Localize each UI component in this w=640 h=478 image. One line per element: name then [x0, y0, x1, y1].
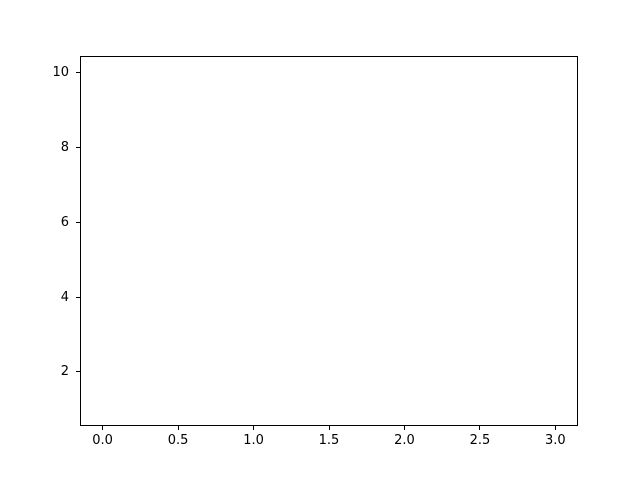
x-tick-mark [177, 426, 179, 430]
x-tick-label: 0.0 [92, 433, 113, 448]
x-tick-mark [554, 426, 556, 430]
y-tick-mark [76, 296, 80, 298]
x-tick-mark [253, 426, 255, 430]
y-tick-label: 6 [60, 214, 69, 230]
y-tick-mark [76, 371, 80, 373]
y-tick-mark [76, 72, 80, 74]
y-tick-label: 8 [60, 140, 69, 156]
y-tick-label: 10 [52, 65, 69, 81]
y-tick-label: 2 [60, 364, 69, 380]
x-tick-mark [328, 426, 330, 430]
x-tick-label: 2.0 [394, 433, 415, 448]
x-tick-label: 0.5 [167, 433, 189, 448]
x-tick-label: 2.5 [469, 433, 491, 448]
axes-plot-area [80, 56, 578, 426]
x-tick-mark [479, 426, 481, 430]
y-tick-label: 4 [60, 289, 69, 305]
x-tick-label: 1.0 [243, 433, 264, 448]
x-tick-label: 3.0 [545, 433, 566, 448]
y-tick-mark [76, 147, 80, 149]
x-tick-label: 1.5 [318, 433, 340, 448]
x-tick-mark [403, 426, 405, 430]
x-tick-mark [102, 426, 104, 430]
y-tick-mark [76, 221, 80, 223]
